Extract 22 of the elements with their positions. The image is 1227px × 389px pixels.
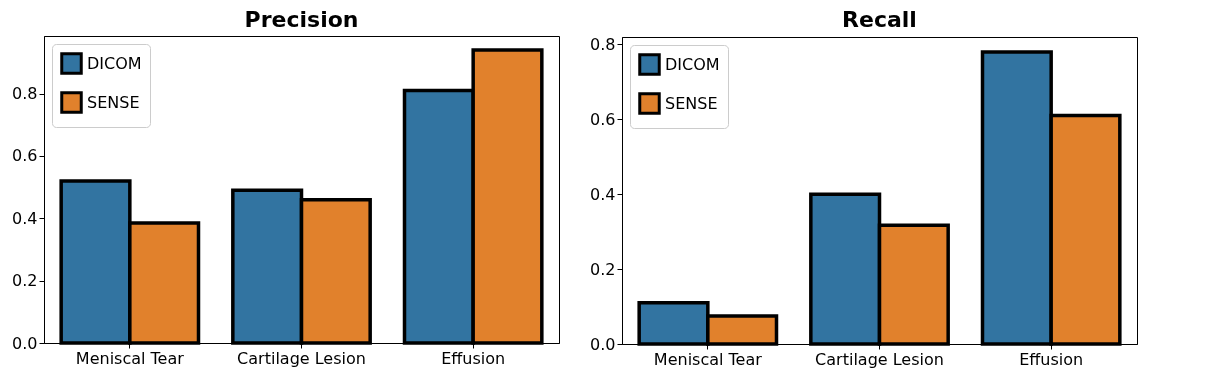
y-tick-label: 0.8 [590, 34, 616, 54]
y-tick-label: 0.8 [12, 84, 38, 104]
legend-label: DICOM [87, 53, 142, 73]
y-tick-label: 0.4 [590, 184, 616, 204]
y-tick-label: 0.2 [12, 271, 38, 291]
y-tick-label: 0.2 [590, 259, 616, 279]
x-tick-label: Cartilage Lesion [237, 348, 366, 368]
x-tick-label: Meniscal Tear [75, 348, 185, 368]
chart-title: Recall [842, 7, 917, 33]
x-tick-label: Effusion [1019, 349, 1084, 369]
y-tick-label: 0.6 [590, 109, 616, 129]
y-tick-label: 0.0 [590, 334, 616, 354]
chart-title: Precision [244, 7, 359, 32]
legend-label: SENSE [87, 92, 140, 112]
legend-label: SENSE [665, 93, 718, 113]
legend-label: DICOM [665, 54, 720, 74]
x-tick-label: Cartilage Lesion [815, 349, 944, 369]
y-tick-label: 0.0 [12, 333, 38, 353]
y-tick-label: 0.6 [12, 146, 38, 166]
x-tick-label: Effusion [441, 348, 506, 368]
x-tick-label: Meniscal Tear [653, 349, 763, 369]
y-tick-label: 0.4 [12, 208, 38, 228]
